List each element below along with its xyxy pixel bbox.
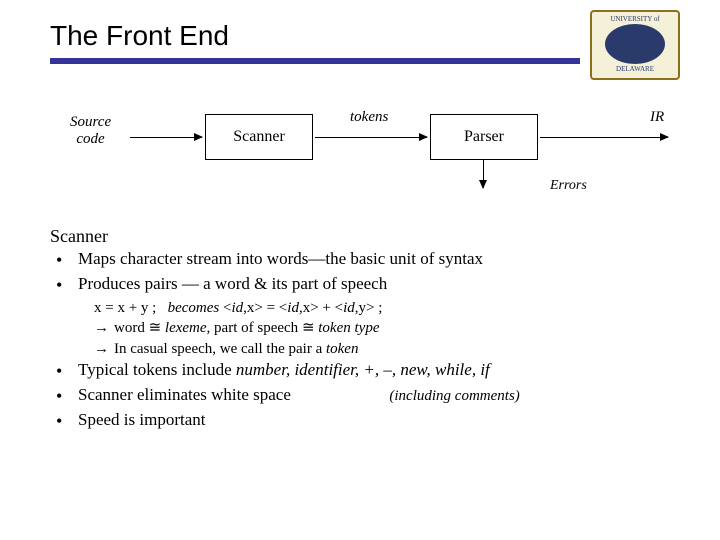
sub-casual-italic: token	[326, 341, 358, 357]
page-title: The Front End	[50, 20, 680, 52]
bullet-typical-prefix: Typical tokens include	[78, 360, 236, 379]
content-body: Scanner Maps character stream into words…	[50, 224, 680, 432]
parser-box: Parser	[430, 114, 538, 160]
bullet-list-2: Typical tokens include number, identifie…	[50, 359, 680, 432]
bullet-typical: Typical tokens include number, identifie…	[50, 359, 680, 382]
university-logo: UNIVERSITY of DELAWARE	[590, 10, 680, 80]
ir-label: IR	[650, 109, 664, 126]
sub-word-lexeme: word ≅ lexeme, part of speech ≅ token ty…	[94, 318, 680, 338]
sub-example: x = x + y ; becomes <id,x> = <id,x> + <i…	[94, 298, 680, 318]
bullet-produces: Produces pairs — a word & its part of sp…	[50, 273, 680, 296]
bullet-whitespace-text: Scanner eliminates white space	[78, 385, 291, 404]
bullet-list: Maps character stream into words—the bas…	[50, 248, 680, 296]
logo-bottom-text: DELAWARE	[616, 66, 654, 74]
tokens-label: tokens	[350, 109, 388, 126]
arrow-source-to-scanner	[130, 137, 202, 138]
bullet-whitespace: Scanner eliminates white space (includin…	[50, 384, 680, 407]
sub-list: x = x + y ; becomes <id,x> = <id,x> + <i…	[50, 298, 680, 359]
errors-label: Errors	[550, 178, 587, 194]
title-underline	[50, 58, 580, 64]
sub-casual: In casual speech, we call the pair a tok…	[94, 339, 680, 359]
scanner-section-header: Scanner	[50, 224, 680, 248]
arrow-parser-to-errors	[483, 160, 484, 188]
bullet-speed: Speed is important	[50, 409, 680, 432]
bullet-maps: Maps character stream into words—the bas…	[50, 248, 680, 271]
source-line1: Source	[70, 114, 111, 131]
source-label: Source code	[70, 114, 111, 148]
bullet-typical-italic: number, identifier, +, –, new, while, if	[236, 360, 490, 379]
arrow-parser-to-ir	[540, 137, 668, 138]
logo-seal	[605, 24, 665, 64]
bullet-whitespace-note: (including comments)	[389, 388, 519, 404]
title-area: The Front End	[50, 20, 680, 64]
logo-top-text: UNIVERSITY of	[610, 16, 659, 24]
sub-casual-text: In casual speech, we call the pair a	[114, 341, 326, 357]
scanner-box: Scanner	[205, 114, 313, 160]
pipeline-diagram: Source code Scanner tokens Parser IR Err…	[60, 114, 680, 174]
arrow-scanner-to-parser	[315, 137, 427, 138]
source-line2: code	[70, 131, 111, 148]
